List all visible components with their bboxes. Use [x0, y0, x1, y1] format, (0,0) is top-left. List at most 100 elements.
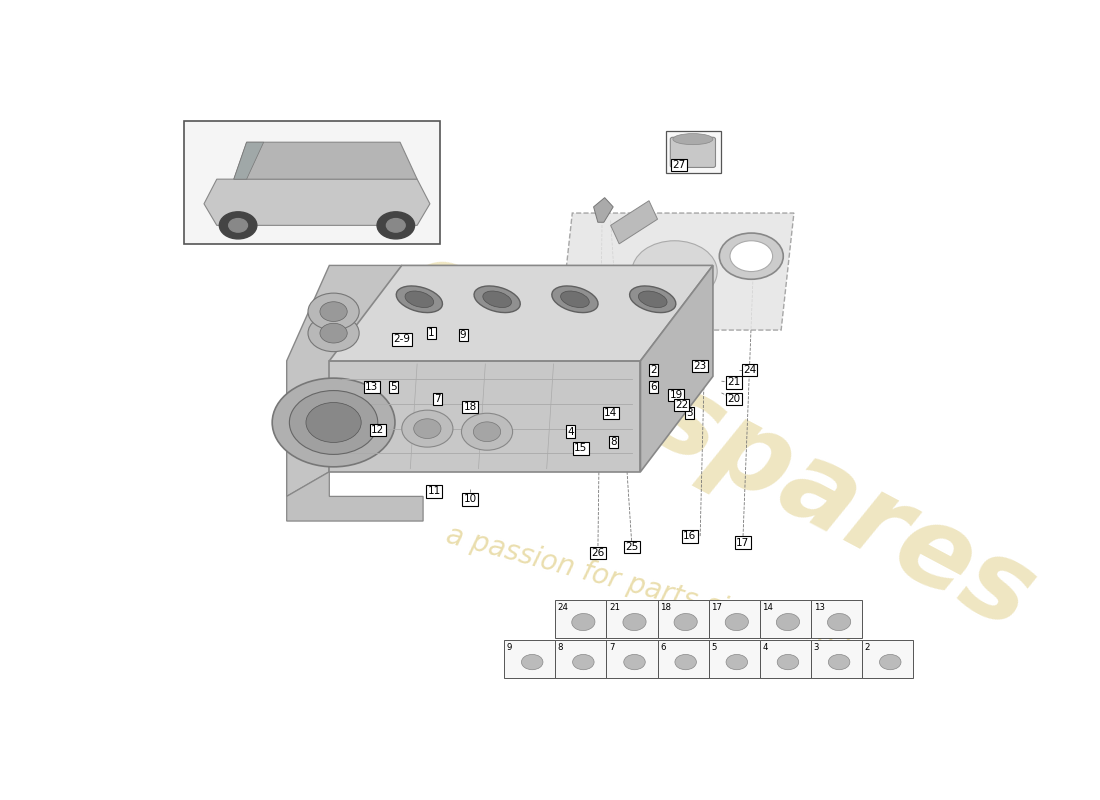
Circle shape — [473, 422, 500, 442]
Text: 18: 18 — [660, 603, 671, 612]
Ellipse shape — [629, 286, 675, 313]
Text: 8: 8 — [609, 437, 616, 447]
Text: 18: 18 — [463, 402, 476, 412]
Ellipse shape — [561, 291, 590, 307]
Polygon shape — [640, 266, 713, 472]
Ellipse shape — [483, 291, 512, 307]
Circle shape — [320, 323, 348, 343]
Ellipse shape — [623, 614, 646, 630]
FancyBboxPatch shape — [670, 138, 715, 167]
Circle shape — [308, 293, 359, 330]
Ellipse shape — [673, 134, 713, 145]
Text: 27: 27 — [672, 160, 685, 170]
Bar — [811, 600, 862, 638]
Text: 10: 10 — [463, 494, 476, 505]
Bar — [606, 640, 658, 678]
Text: 6: 6 — [660, 643, 666, 652]
Text: 3: 3 — [814, 643, 820, 652]
Polygon shape — [329, 266, 713, 361]
Bar — [658, 640, 708, 678]
Text: 11: 11 — [428, 486, 441, 497]
Bar — [708, 600, 760, 638]
Text: 14: 14 — [604, 408, 617, 418]
Text: 3: 3 — [686, 408, 693, 418]
Ellipse shape — [828, 654, 850, 670]
Ellipse shape — [726, 654, 748, 670]
Text: 12: 12 — [372, 425, 385, 435]
Bar — [760, 600, 811, 638]
Text: 22: 22 — [674, 400, 688, 410]
Text: 26: 26 — [591, 548, 605, 558]
Text: 9: 9 — [460, 330, 466, 340]
Bar — [185, 121, 440, 244]
Ellipse shape — [778, 654, 799, 670]
Ellipse shape — [730, 241, 772, 271]
Bar — [606, 600, 658, 638]
Circle shape — [229, 218, 248, 232]
Circle shape — [462, 414, 513, 450]
Ellipse shape — [572, 614, 595, 630]
Polygon shape — [329, 361, 640, 472]
Circle shape — [308, 314, 359, 352]
Text: 13: 13 — [814, 603, 825, 612]
Text: 5: 5 — [712, 643, 717, 652]
Circle shape — [289, 390, 377, 454]
Text: 17: 17 — [736, 538, 749, 547]
Text: 2: 2 — [865, 643, 870, 652]
Ellipse shape — [396, 286, 442, 313]
Ellipse shape — [725, 614, 748, 630]
Polygon shape — [287, 266, 402, 496]
Text: 24: 24 — [742, 365, 756, 375]
Bar — [811, 640, 862, 678]
Text: 16: 16 — [683, 531, 696, 542]
Text: 21: 21 — [609, 603, 620, 612]
Text: 2: 2 — [650, 365, 657, 375]
Text: 15: 15 — [574, 443, 587, 454]
Ellipse shape — [521, 654, 543, 670]
Text: 21: 21 — [727, 378, 741, 387]
Bar — [556, 640, 606, 678]
Text: 20: 20 — [728, 394, 740, 404]
Text: 14: 14 — [762, 603, 773, 612]
Circle shape — [219, 212, 257, 239]
Bar — [658, 600, 708, 638]
Circle shape — [306, 402, 361, 442]
Text: 5: 5 — [389, 382, 397, 392]
Ellipse shape — [675, 654, 696, 670]
Ellipse shape — [638, 291, 667, 307]
Ellipse shape — [674, 614, 697, 630]
Circle shape — [402, 410, 453, 447]
Ellipse shape — [631, 241, 717, 302]
Text: 4: 4 — [568, 426, 574, 437]
Polygon shape — [204, 179, 430, 226]
Ellipse shape — [777, 614, 800, 630]
Bar — [862, 640, 913, 678]
Text: eurospares: eurospares — [382, 229, 1053, 653]
Polygon shape — [560, 213, 794, 330]
Ellipse shape — [624, 654, 646, 670]
Ellipse shape — [827, 614, 850, 630]
Text: 17: 17 — [712, 603, 723, 612]
Circle shape — [377, 212, 415, 239]
Bar — [666, 131, 722, 173]
Ellipse shape — [552, 286, 598, 313]
Text: 8: 8 — [558, 643, 563, 652]
Polygon shape — [287, 472, 424, 521]
Text: 19: 19 — [670, 390, 683, 400]
Ellipse shape — [719, 233, 783, 279]
Text: 23: 23 — [693, 361, 707, 371]
Text: 24: 24 — [558, 603, 569, 612]
Circle shape — [320, 302, 348, 322]
Polygon shape — [234, 142, 264, 179]
Text: 6: 6 — [650, 382, 657, 392]
Text: 7: 7 — [434, 394, 441, 404]
Ellipse shape — [573, 654, 594, 670]
Bar — [504, 640, 556, 678]
Bar — [760, 640, 811, 678]
Polygon shape — [234, 142, 417, 179]
Text: 1: 1 — [428, 328, 435, 338]
Ellipse shape — [474, 286, 520, 313]
Text: a passion for parts since 1985: a passion for parts since 1985 — [442, 521, 856, 657]
Polygon shape — [594, 198, 613, 222]
Ellipse shape — [880, 654, 901, 670]
